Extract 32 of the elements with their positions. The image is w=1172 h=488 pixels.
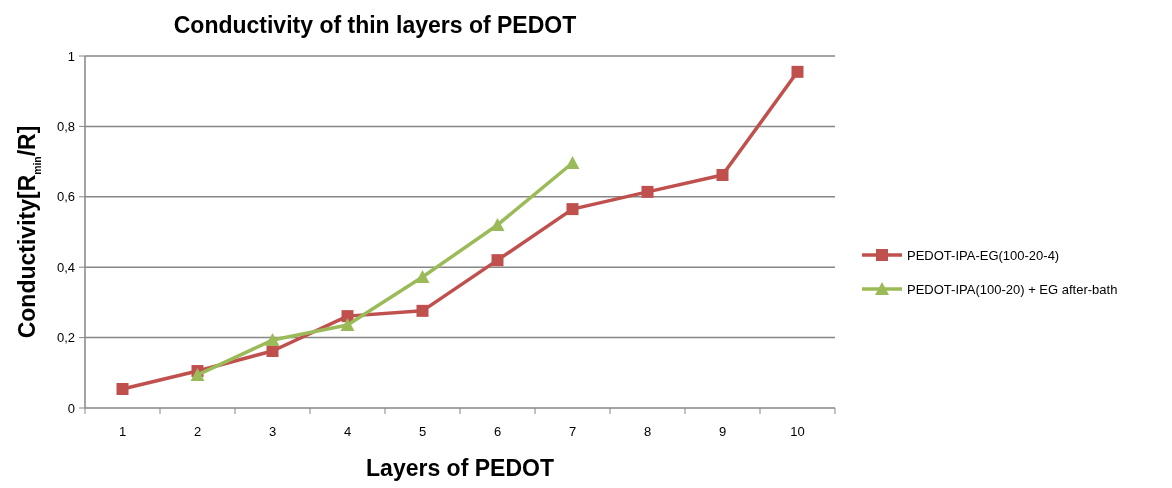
chart-title: Conductivity of thin layers of PEDOT: [173, 12, 577, 38]
x-axis-title: Layers of PEDOT: [366, 455, 554, 481]
y-tick-label: 0,8: [56, 118, 75, 134]
x-tick-label: 8: [643, 424, 652, 439]
x-tick-label: 5: [418, 424, 427, 439]
x-tick-label: 4: [343, 424, 352, 439]
point: [565, 156, 580, 170]
point: [641, 185, 654, 198]
x-tick-label: 2: [193, 424, 202, 439]
y-tick-label: 0: [67, 400, 75, 416]
point: [116, 382, 129, 395]
point: [490, 217, 505, 231]
x-tick-label: 3: [268, 424, 277, 439]
y-tick-label: 0,2: [56, 330, 75, 346]
point: [265, 333, 280, 347]
y-tick-label: 1: [67, 48, 75, 64]
point: [415, 270, 430, 284]
point: [791, 65, 804, 78]
y-tick-label: 0,4: [56, 259, 75, 275]
x-tick-label: 1: [118, 424, 127, 439]
x-tick-label: 9: [718, 424, 727, 439]
point: [566, 203, 579, 216]
legend-label: PEDOT-IPA(100-20) + EG after-bath: [907, 281, 1118, 297]
point: [416, 304, 429, 317]
x-tick-label: 10: [790, 424, 805, 439]
x-tick-label: 6: [493, 424, 502, 439]
point: [716, 168, 729, 181]
point: [491, 254, 504, 267]
point: [340, 317, 355, 331]
x-tick-label: 7: [568, 424, 577, 439]
y-tick-label: 0,6: [56, 189, 75, 205]
legend-label: PEDOT-IPA-EG(100-20-4): [907, 247, 1060, 263]
